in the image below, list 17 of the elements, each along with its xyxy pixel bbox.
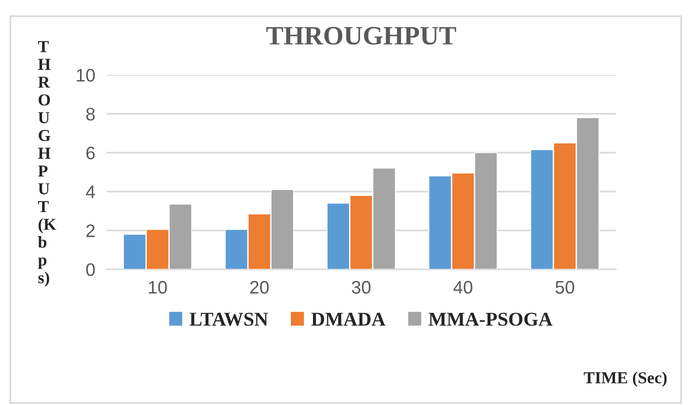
x-tick-label: 30 [352,280,371,294]
x-axis-title: TIME (Sec) [584,372,667,387]
y-tick-label: 0 [86,263,95,276]
y-tick-label: 2 [86,224,95,237]
y-tick-label: 4 [86,186,95,198]
x-tick-label: 10 [148,280,167,294]
y-tick-label: 8 [86,108,95,121]
legend-label: LTAWSN [190,312,268,326]
chart-title: THROUGHPUT [266,26,456,45]
x-tick-label: 20 [250,280,269,294]
x-tick-label: 40 [453,280,472,294]
text: THROUGHPUT(Kbps) [38,41,56,287]
y-tick-label: 6 [86,146,95,160]
legend-label: MMA-PSOGA [428,312,552,326]
x-tick-label: 50 [556,280,574,294]
legend-label: DMADA [311,312,386,326]
y-tick-label: 10 [76,68,95,82]
